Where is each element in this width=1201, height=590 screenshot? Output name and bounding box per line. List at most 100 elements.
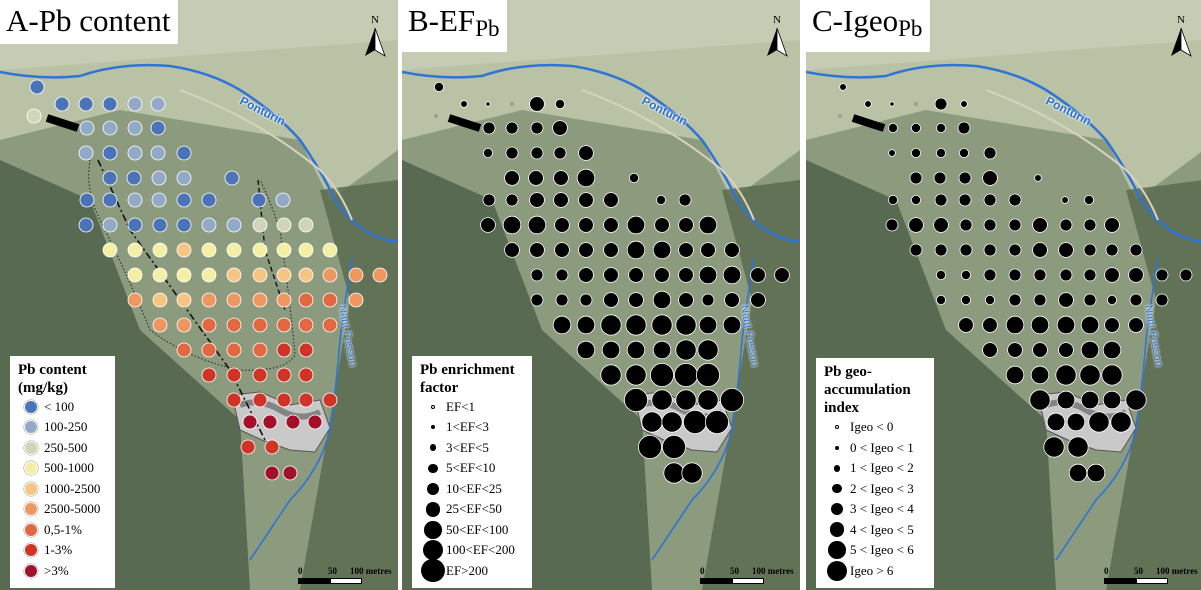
sample-point <box>908 217 924 233</box>
legend-item: 0,5-1% <box>18 520 109 541</box>
sample-point <box>264 465 280 481</box>
legend-item: 2500-5000 <box>18 499 109 520</box>
sample-point <box>1125 389 1147 411</box>
sample-point <box>298 317 314 333</box>
sample-point <box>600 364 622 386</box>
sample-point <box>724 242 740 258</box>
sample-point <box>601 340 621 360</box>
sample-point <box>54 96 70 112</box>
sample-point <box>554 242 570 258</box>
sample-point <box>661 411 683 433</box>
legend-label: 5 < Igeo < 6 <box>850 542 914 558</box>
scale-label: 0 <box>298 566 303 576</box>
sample-point <box>960 269 971 280</box>
sample-point <box>504 170 520 186</box>
legend-symbol-icon <box>18 481 44 496</box>
sample-point <box>102 120 118 136</box>
legend-title-line: index <box>824 400 860 416</box>
legend-item: 1 < Igeo < 2 <box>824 458 928 479</box>
sample-point <box>127 267 143 283</box>
sample-point <box>935 294 946 305</box>
legend-symbol-icon <box>420 444 446 452</box>
sample-point <box>701 293 715 307</box>
legend-item: 5<EF<10 <box>420 458 526 479</box>
scale-label: 0 <box>700 566 705 576</box>
sample-point <box>673 362 698 387</box>
sample-point <box>625 364 647 386</box>
sample-point <box>552 120 568 136</box>
sample-point <box>79 120 95 136</box>
sample-point <box>298 342 314 358</box>
sample-point <box>960 294 971 305</box>
legend-item: EF>200 <box>420 559 526 583</box>
sample-point <box>298 267 314 283</box>
legend-item: 1000-2500 <box>18 479 109 500</box>
sample-point <box>1104 217 1120 233</box>
sample-point <box>1128 267 1144 283</box>
sample-point <box>505 146 519 160</box>
sample-point <box>275 192 291 208</box>
legend-item: Igeo > 6 <box>824 560 928 582</box>
sample-point <box>909 243 923 257</box>
sample-point <box>176 317 192 333</box>
legend-item: 0 < Igeo < 1 <box>824 438 928 459</box>
sample-point <box>1043 436 1065 458</box>
sample-point <box>576 315 596 335</box>
legend-symbol-icon <box>420 425 446 430</box>
sample-point <box>127 120 143 136</box>
scale-bar: 0 50 100 metres <box>700 566 796 586</box>
legend-title-line: Pb geo- <box>824 364 872 380</box>
sample-point <box>1030 365 1050 385</box>
sample-point <box>152 317 168 333</box>
sample-point <box>482 121 496 135</box>
sample-point <box>176 242 192 258</box>
sample-point <box>527 215 547 235</box>
sample-point <box>276 217 292 233</box>
legend-item: >3% <box>18 561 109 582</box>
sample-point <box>655 194 666 205</box>
sample-point <box>78 96 94 112</box>
legend-symbol-icon <box>420 463 446 473</box>
legend-item: 100-250 <box>18 417 109 438</box>
legend-label: 0 < Igeo < 1 <box>850 439 914 455</box>
sample-point <box>911 147 922 158</box>
panel-title: B-EFPb <box>402 0 508 52</box>
sample-point <box>307 414 323 430</box>
legend-item: Igeo < 0 <box>824 417 928 438</box>
sample-point <box>530 121 544 135</box>
legend-label: >3% <box>44 562 69 578</box>
sample-point <box>641 411 663 433</box>
sample-point <box>1058 342 1074 358</box>
legend-symbol-icon <box>824 484 850 494</box>
sample-point <box>603 217 619 233</box>
sample-point <box>460 100 468 108</box>
sample-point <box>529 96 545 112</box>
north-arrow-icon: N <box>764 14 790 58</box>
legend-label: 500-1000 <box>44 460 94 476</box>
sample-point <box>530 293 544 307</box>
sample-point <box>697 389 719 411</box>
legend-label: 1000-2500 <box>44 480 101 496</box>
sample-point <box>1110 411 1132 433</box>
scale-bar: 0 50 100 metres <box>298 566 394 586</box>
sample-point <box>298 217 314 233</box>
sample-point <box>251 192 267 208</box>
sample-point <box>282 465 298 481</box>
legend-label: 1 < Igeo < 2 <box>850 460 914 476</box>
sample-point <box>911 194 922 205</box>
sample-point <box>704 409 729 434</box>
legend-item: < 100 <box>18 397 109 418</box>
sample-point <box>276 392 292 408</box>
sample-point <box>127 217 143 233</box>
north-arrow-icon: N <box>362 14 388 58</box>
sample-point <box>252 367 268 383</box>
legend-item: 25<EF<50 <box>420 499 526 520</box>
legend-title-line: accumulation <box>824 382 911 398</box>
sample-point <box>1059 218 1073 232</box>
map-legend: Pb geo-accumulation index Igeo < 0 0 < Igeo… <box>816 358 934 588</box>
sample-point <box>127 96 143 112</box>
sample-point <box>1083 194 1094 205</box>
sample-point <box>78 145 94 161</box>
scale-label: 50 <box>1134 566 1143 576</box>
sample-point <box>322 392 338 408</box>
